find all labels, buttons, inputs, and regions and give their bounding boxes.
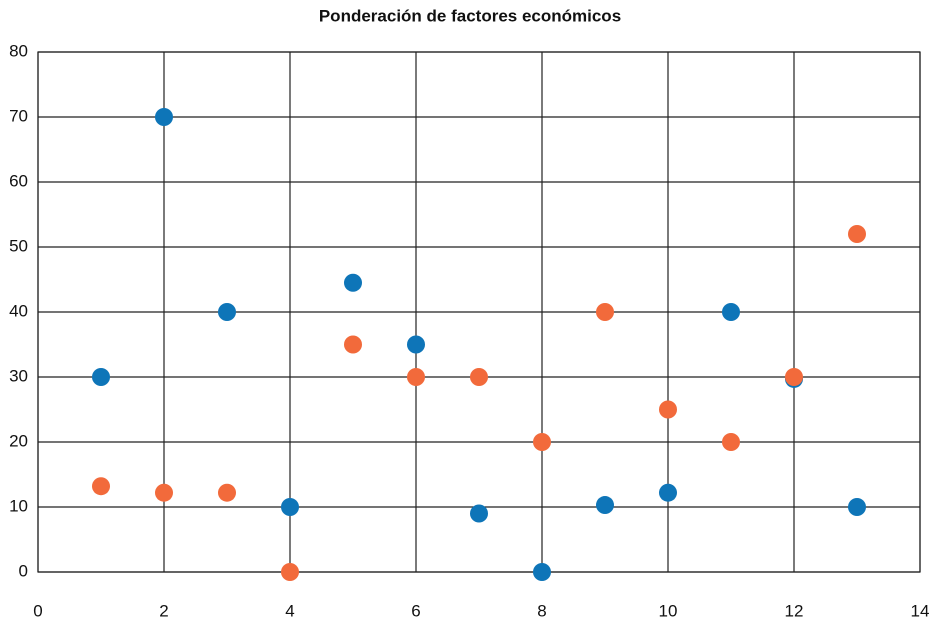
x-tick-label: 8 (537, 601, 546, 620)
point (596, 496, 614, 515)
point (596, 303, 614, 321)
y-tick-label: 80 (9, 41, 28, 60)
x-tick-label: 10 (659, 601, 678, 620)
y-tick-label: 10 (9, 496, 28, 515)
point (92, 368, 110, 386)
point (407, 368, 425, 386)
point (470, 368, 488, 386)
point (218, 303, 236, 321)
x-tick-label: 4 (285, 601, 294, 620)
point (722, 433, 740, 451)
point (470, 504, 488, 523)
y-tick-label: 60 (9, 171, 28, 190)
point (848, 498, 866, 516)
x-tick-label: 2 (159, 601, 168, 620)
point (92, 477, 110, 496)
point (344, 335, 362, 354)
point (785, 368, 803, 386)
y-tick-label: 50 (9, 236, 28, 255)
point (281, 498, 299, 516)
x-tick-label: 14 (911, 601, 930, 620)
y-tick-label: 70 (9, 106, 28, 125)
x-tick-label: 0 (33, 601, 42, 620)
point (659, 400, 677, 419)
y-tick-label: 40 (9, 301, 28, 320)
point (281, 563, 299, 581)
point (722, 303, 740, 321)
y-tick-label: 30 (9, 366, 28, 385)
point (344, 273, 362, 292)
point (533, 433, 551, 451)
chart-title: Ponderación de factores económicos (319, 6, 621, 25)
point (848, 225, 866, 243)
point (407, 335, 425, 354)
point (218, 483, 236, 502)
point (533, 563, 551, 581)
y-tick-label: 0 (19, 561, 28, 580)
point (659, 483, 677, 502)
x-tick-label: 12 (785, 601, 804, 620)
y-tick-label: 20 (9, 431, 28, 450)
point (155, 483, 173, 502)
point (155, 108, 173, 126)
x-tick-label: 6 (411, 601, 420, 620)
